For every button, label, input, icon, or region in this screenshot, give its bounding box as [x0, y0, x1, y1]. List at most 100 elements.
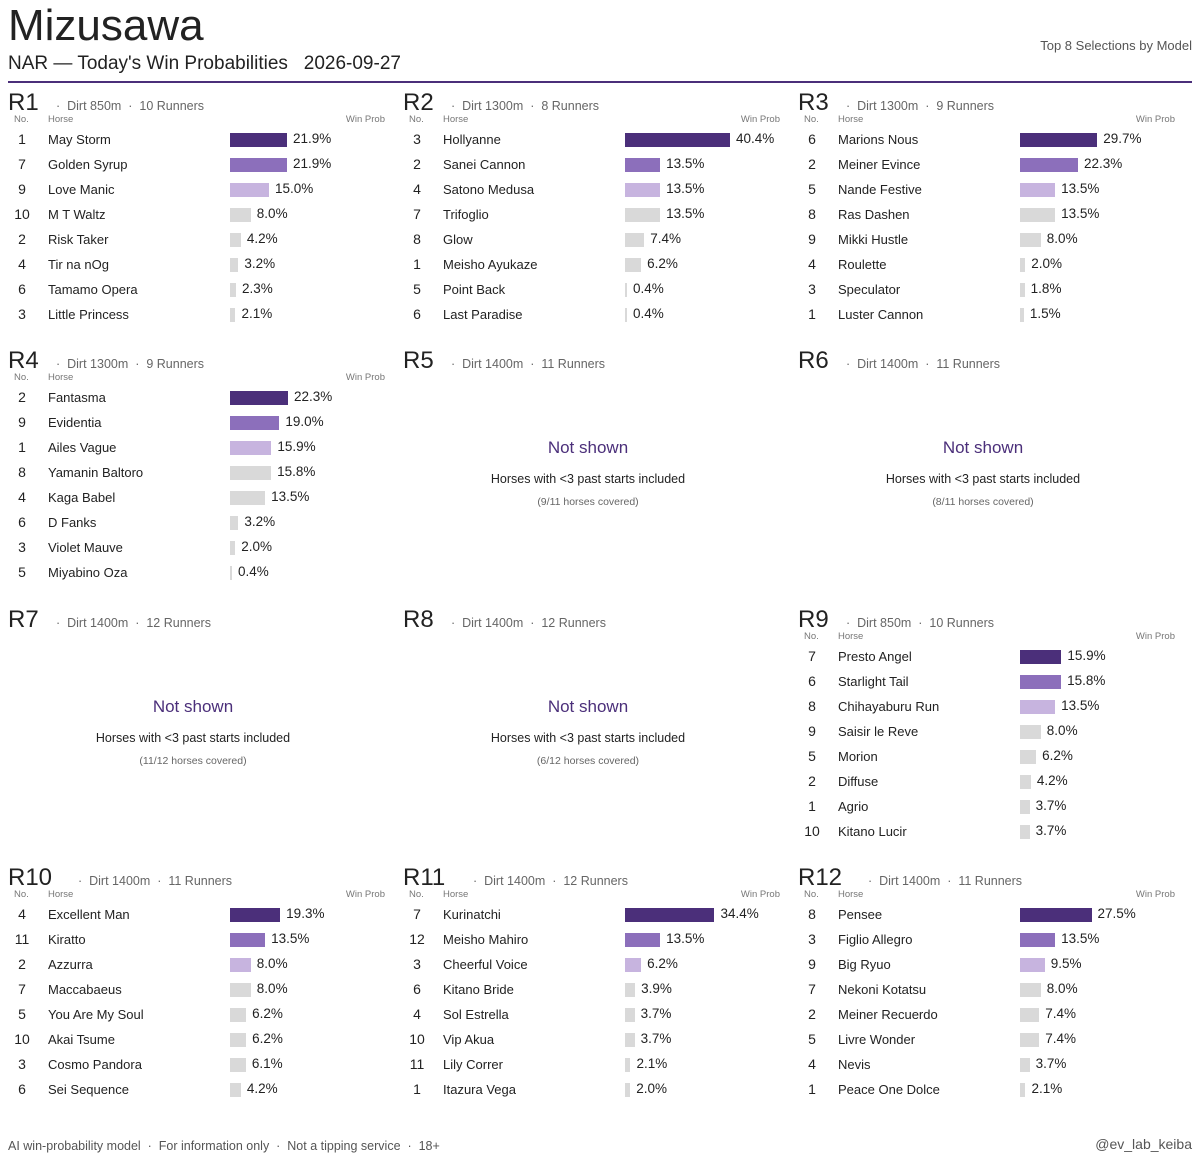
horse-name: Nevis — [838, 1057, 871, 1072]
horse-row: 1 Luster Cannon 1.5% — [798, 302, 1183, 327]
win-prob-label: 2.0% — [241, 539, 272, 554]
horse-number: 5 — [808, 748, 816, 764]
horse-name: Nande Festive — [838, 182, 922, 197]
win-prob-bar — [230, 283, 236, 297]
horse-name: Presto Angel — [838, 649, 912, 664]
win-prob-bar — [230, 1058, 246, 1072]
horse-name: Meiner Evince — [838, 157, 921, 172]
horse-number: 10 — [804, 823, 820, 839]
separator-dot: · — [451, 357, 456, 371]
win-prob-bar — [1020, 908, 1092, 922]
win-prob-bar — [1020, 725, 1041, 739]
horse-number: 9 — [18, 181, 26, 197]
race-number: R7 — [8, 606, 39, 633]
win-prob-bar — [1020, 958, 1045, 972]
horse-row: 1 May Storm 21.9% — [8, 127, 393, 152]
horse-number: 7 — [18, 156, 26, 172]
horse-row: 3 Violet Mauve 2.0% — [8, 535, 393, 560]
horse-number: 4 — [18, 489, 26, 505]
win-prob-label: 3.7% — [640, 1031, 672, 1046]
win-prob-label: 8.0% — [1046, 981, 1078, 996]
win-prob-bar — [625, 258, 642, 272]
footer-handle: @ev_lab_keiba — [1095, 1136, 1192, 1152]
win-prob-bar — [230, 566, 232, 580]
not-shown-title: Not shown — [547, 697, 629, 716]
win-prob-label: 9.5% — [1050, 956, 1082, 971]
column-header-win-prob: Win Prob — [740, 889, 780, 900]
win-prob-bar — [625, 1058, 631, 1072]
win-prob-bar — [230, 208, 251, 222]
horse-number: 2 — [18, 231, 26, 247]
win-prob-label: 40.4% — [736, 131, 775, 146]
horse-name: Ailes Vague — [48, 440, 117, 455]
win-prob-bar — [230, 233, 241, 247]
horse-name: Ras Dashen — [838, 207, 910, 222]
win-prob-bar — [625, 1008, 635, 1022]
horse-number: 7 — [18, 981, 26, 997]
horse-number: 3 — [808, 931, 816, 947]
win-prob-bar — [1020, 1008, 1040, 1022]
page-subtitle: NAR — Today's Win Probabilities 2026-09-… — [8, 53, 401, 74]
win-prob-label: 27.5% — [1097, 906, 1136, 921]
race-runners: 10 Runners — [929, 616, 995, 630]
horse-name: Livre Wonder — [838, 1032, 916, 1047]
win-prob-bar — [625, 233, 645, 247]
horse-number: 4 — [18, 906, 26, 922]
horse-row: 2 Risk Taker 4.2% — [8, 227, 393, 252]
horse-row: 4 Nevis 3.7% — [798, 1052, 1183, 1077]
horse-row: 1 Ailes Vague 15.9% — [8, 435, 393, 460]
win-prob-label: 0.4% — [633, 306, 664, 321]
horse-number: 6 — [413, 306, 421, 322]
horse-number: 7 — [808, 648, 816, 664]
race-meta: · Dirt 1400m · 11 Runners — [451, 357, 605, 371]
win-prob-bar — [230, 416, 280, 430]
selection-caption: Top 8 Selections by Model — [1040, 38, 1192, 53]
horse-row: 9 Big Ryuo 9.5% — [798, 952, 1183, 977]
horse-number: 6 — [413, 981, 421, 997]
win-prob-label: 15.8% — [277, 464, 316, 479]
race-meta: · Dirt 1300m · 9 Runners — [846, 99, 994, 113]
win-prob-label: 13.5% — [271, 931, 310, 946]
win-prob-bar — [625, 133, 731, 147]
horse-row: 8 Pensee 27.5% — [798, 902, 1183, 927]
horse-row: 6 D Fanks 3.2% — [8, 510, 393, 535]
not-shown-note: Horses with <3 past starts included — [490, 731, 686, 745]
race-number: R12 — [798, 864, 843, 891]
horse-row: 8 Chihayaburu Run 13.5% — [798, 694, 1183, 719]
horse-number: 6 — [18, 1081, 26, 1097]
race-distance: Dirt 1400m — [879, 874, 941, 888]
horse-row: 5 Point Back 0.4% — [403, 277, 788, 302]
not-shown-title: Not shown — [152, 697, 234, 716]
column-header-no: No. — [804, 114, 819, 125]
horse-number: 6 — [18, 514, 26, 530]
race-meta: · Dirt 1400m · 11 Runners — [846, 357, 1000, 371]
column-header-win-prob: Win Prob — [1135, 114, 1175, 125]
win-prob-label: 13.5% — [666, 181, 705, 196]
win-prob-label: 15.8% — [1067, 673, 1106, 688]
race-meta: · Dirt 1400m · 12 Runners — [473, 874, 628, 888]
horse-name: Tir na nOg — [48, 257, 109, 272]
separator-dot: · — [552, 874, 557, 888]
horse-name: Hollyanne — [443, 132, 501, 147]
horse-name: Meisho Mahiro — [443, 932, 529, 947]
horse-name: Evidentia — [48, 415, 102, 430]
coverage-note: (9/11 horses covered) — [537, 496, 639, 508]
win-prob-label: 6.2% — [252, 1006, 283, 1021]
win-prob-label: 2.0% — [1031, 256, 1062, 271]
win-prob-label: 15.0% — [275, 181, 314, 196]
horse-number: 8 — [808, 698, 816, 714]
separator-dot: · — [530, 357, 535, 371]
horse-row: 6 Tamamo Opera 2.3% — [8, 277, 393, 302]
horse-name: Kiratto — [48, 932, 86, 947]
win-prob-label: 13.5% — [1061, 181, 1100, 196]
column-header-no: No. — [14, 889, 29, 900]
horse-name: Meisho Ayukaze — [443, 257, 538, 272]
win-prob-bar — [230, 258, 239, 272]
race-distance: Dirt 1400m — [462, 616, 524, 630]
column-header-win-prob: Win Prob — [1135, 889, 1175, 900]
horse-name: Tamamo Opera — [48, 282, 138, 297]
win-prob-bar — [625, 283, 627, 297]
win-prob-label: 6.2% — [252, 1031, 283, 1046]
horse-row: 5 Livre Wonder 7.4% — [798, 1027, 1183, 1052]
win-prob-label: 13.5% — [666, 206, 705, 221]
